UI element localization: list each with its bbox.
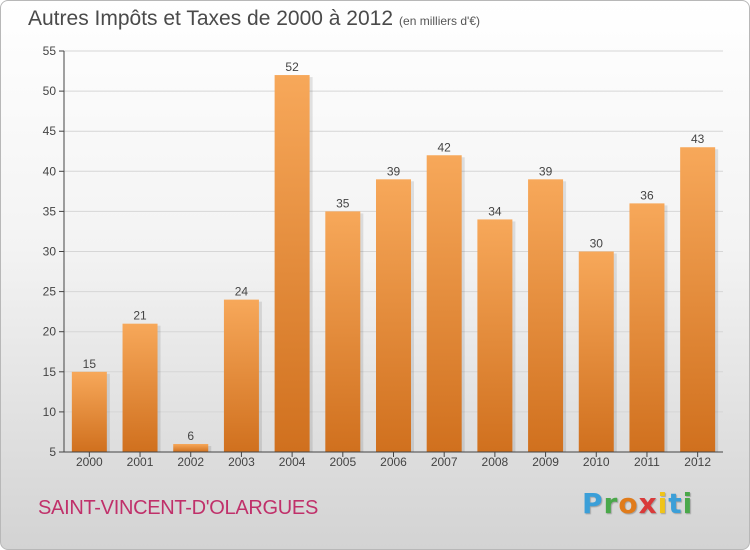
bar-2003 bbox=[223, 299, 259, 452]
x-tick-label: 2001 bbox=[127, 455, 154, 469]
proxiti-logo[interactable]: Proxiti bbox=[582, 487, 693, 520]
logo-letter: o bbox=[618, 487, 639, 520]
logo-letter: r bbox=[603, 487, 619, 520]
x-tick-label: 2011 bbox=[634, 455, 660, 469]
bar-value-label: 52 bbox=[285, 60, 299, 74]
x-tick-label: 2008 bbox=[482, 455, 509, 469]
y-tick-label: 55 bbox=[43, 44, 57, 58]
bar-value-label: 30 bbox=[590, 237, 604, 251]
bar-value-label: 35 bbox=[336, 196, 350, 210]
y-tick-label: 45 bbox=[43, 124, 57, 138]
bar-value-label: 36 bbox=[640, 188, 654, 202]
y-tick-label: 25 bbox=[43, 285, 57, 299]
x-tick-label: 2000 bbox=[76, 455, 103, 469]
chart-unit: (en milliers d'€) bbox=[399, 14, 481, 28]
x-tick-label: 2006 bbox=[380, 455, 407, 469]
x-tick-label: 2010 bbox=[583, 455, 610, 469]
y-tick-label: 30 bbox=[43, 245, 57, 259]
x-tick-label: 2002 bbox=[177, 455, 204, 469]
bar-2001 bbox=[122, 323, 158, 452]
bar-value-label: 34 bbox=[488, 204, 502, 218]
bar-value-label: 39 bbox=[539, 164, 553, 178]
chart-title-text: Autres Impôts et Taxes de 2000 à 2012 bbox=[28, 7, 394, 30]
y-tick-label: 10 bbox=[43, 405, 57, 419]
bar-2006 bbox=[376, 179, 411, 452]
bar-2011 bbox=[629, 203, 665, 452]
bar-2009 bbox=[528, 179, 564, 452]
bar-value-label: 39 bbox=[387, 164, 401, 178]
logo-letter: i bbox=[682, 487, 694, 520]
x-tick-label: 2005 bbox=[329, 455, 356, 469]
x-tick-label: 2004 bbox=[279, 455, 306, 469]
logo-letter: i bbox=[657, 487, 669, 520]
logo-letter: x bbox=[638, 487, 658, 520]
bar-value-label: 6 bbox=[187, 429, 194, 443]
bar-2004 bbox=[274, 75, 310, 452]
x-tick-label: 2012 bbox=[684, 455, 711, 469]
bar-2008 bbox=[477, 219, 513, 452]
y-tick-label: 50 bbox=[43, 84, 57, 98]
logo-letter: P bbox=[582, 487, 604, 520]
y-tick-label: 15 bbox=[43, 365, 57, 379]
bar-value-label: 42 bbox=[438, 140, 452, 154]
x-tick-label: 2007 bbox=[431, 455, 458, 469]
y-tick-label: 40 bbox=[43, 164, 57, 178]
bar-2007 bbox=[426, 155, 462, 452]
x-tick-label: 2009 bbox=[532, 455, 559, 469]
bar-value-label: 24 bbox=[235, 285, 249, 299]
y-tick-label: 35 bbox=[43, 204, 57, 218]
logo-letter: t bbox=[668, 487, 683, 520]
x-tick-label: 2003 bbox=[228, 455, 255, 469]
commune-name: SAINT-VINCENT-D'OLARGUES bbox=[38, 497, 318, 519]
chart-title: Autres Impôts et Taxes de 2000 à 2012 (en… bbox=[28, 7, 480, 31]
bar-2000 bbox=[71, 371, 107, 452]
bar-2005 bbox=[325, 211, 361, 452]
y-tick-label: 20 bbox=[43, 325, 57, 339]
bar-2002 bbox=[173, 443, 209, 452]
bar-value-label: 43 bbox=[691, 132, 705, 146]
bar-2012 bbox=[680, 147, 716, 453]
bar-value-label: 15 bbox=[83, 357, 97, 371]
y-tick-label: 5 bbox=[49, 445, 56, 459]
bar-value-label: 21 bbox=[133, 309, 147, 323]
bar-2010 bbox=[578, 251, 614, 452]
